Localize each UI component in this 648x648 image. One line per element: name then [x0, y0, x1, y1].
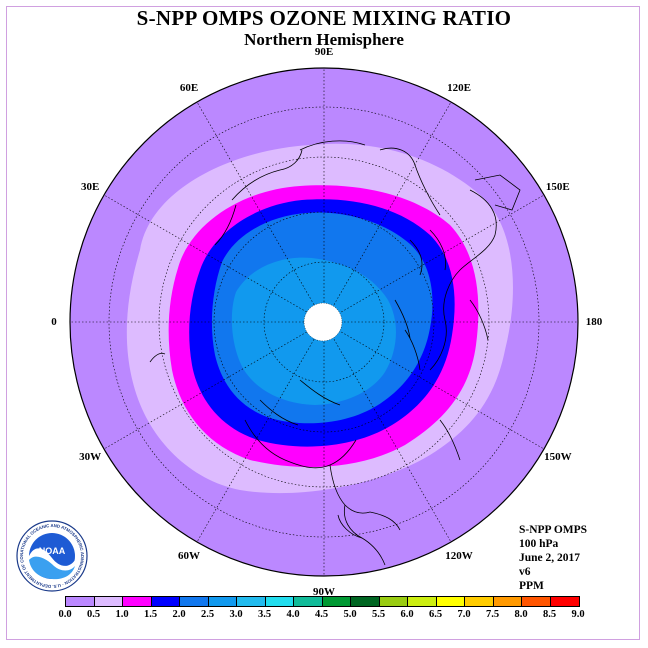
colorbar-tick-label: 8.0: [514, 609, 528, 620]
colorbar-cell: [66, 597, 95, 606]
figure-frame: [6, 6, 640, 640]
colorbar-tick-label: 6.5: [428, 609, 443, 620]
meridian-line: [103, 194, 307, 313]
coastlines: [149, 140, 521, 566]
longitude-label: 150E: [545, 181, 570, 193]
map-info: S-NPP OMPS 100 hPa June 2, 2017 v6 PPM: [519, 523, 587, 593]
colorbar-cell: [94, 597, 123, 606]
info-level: 100 hPa: [519, 538, 559, 550]
colorbar-cell: [265, 597, 294, 606]
longitude-label: 180: [585, 316, 603, 328]
longitude-label: 0: [51, 316, 57, 328]
colorbar-cell: [208, 597, 237, 606]
colorbar-tick-label: 9.0: [571, 609, 585, 620]
info-version: v6: [519, 566, 531, 578]
colorbar-cell: [294, 597, 323, 606]
longitude-label: 150W: [544, 451, 572, 463]
colorbar-tick-label: 2.0: [172, 609, 186, 620]
colorbar-tick-label: 8.5: [542, 609, 557, 620]
info-instrument: S-NPP OMPS: [519, 524, 588, 536]
longitude-label: 90W: [313, 586, 335, 598]
latitude-circle: [213, 211, 435, 433]
colorbar-cell: [322, 597, 351, 606]
logo-text: NOAA: [39, 546, 66, 556]
colorbar-tick-label: 6.0: [400, 609, 414, 620]
colorbar-tick-label: 4.5: [314, 609, 329, 620]
map-subtitle: Northern Hemisphere: [244, 30, 404, 49]
info-units: PPM: [519, 580, 544, 592]
pole-no-data: [303, 302, 343, 342]
meridian-line: [103, 331, 307, 450]
longitude-label: 60W: [178, 549, 200, 562]
colorbar-tick-label: 2.5: [200, 609, 215, 620]
colorbar-tick-label: 3.0: [229, 609, 243, 620]
colorbar-tick-label: 3.5: [257, 609, 272, 620]
colorbar: [65, 596, 580, 607]
longitude-label: 120E: [447, 82, 471, 95]
colorbar-cell: [123, 597, 152, 606]
info-date: June 2, 2017: [519, 552, 581, 564]
meridian-line: [196, 101, 315, 305]
colorbar-cell: [550, 597, 579, 606]
colorbar-cell: [493, 597, 522, 606]
colorbar-cell: [465, 597, 494, 606]
colorbar-cell: [351, 597, 380, 606]
colorbar-tick-label: 0.0: [58, 609, 72, 620]
meridian-line: [341, 331, 545, 450]
longitude-label: 90E: [314, 46, 334, 58]
colorbar-tick-label: 5.5: [371, 609, 386, 620]
colorbar-cell: [180, 597, 209, 606]
latitude-circle: [158, 156, 490, 488]
colorbar-cell: [151, 597, 180, 606]
meridian-line: [333, 101, 452, 305]
colorbar-ticks: 0.0 0.5 1.0 1.5 2.0 2.5 3.0 3.5 4.0 4.5 5.0 5.5 6.0 6…: [58, 609, 584, 623]
latitude-circle: [263, 261, 385, 383]
colorbar-cell: [237, 597, 266, 606]
colorbar-tick-label: 7.5: [485, 609, 500, 620]
colorbar-cell: [436, 597, 465, 606]
globe-outline: [69, 67, 579, 577]
colorbar-cell: [408, 597, 437, 606]
latitude-circle: [108, 106, 540, 538]
meridian-line: [196, 339, 315, 543]
colorbar-tick-label: 1.0: [115, 609, 129, 620]
colorbar-cell: [522, 597, 551, 606]
colorbar-cell: [379, 597, 408, 606]
meridian-line: [333, 339, 452, 543]
colorbar-tick-label: 7.0: [457, 609, 471, 620]
meridian-line: [341, 194, 545, 313]
longitude-label: 60E: [179, 82, 199, 95]
longitude-label: 30E: [81, 181, 100, 193]
colorbar-tick-label: 1.5: [143, 609, 158, 620]
colorbar-tick-label: 0.5: [86, 609, 101, 620]
map-field: [70, 68, 578, 576]
colorbar-tick-label: 5.0: [343, 609, 357, 620]
noaa-logo-icon: NATIONAL OCEANIC AND ATMOSPHERIC ADMINIS…: [16, 520, 88, 592]
graticule: [70, 68, 578, 576]
longitude-label: 120W: [445, 549, 473, 562]
colorbar-tick-label: 4.0: [286, 609, 300, 620]
longitude-label: 30W: [79, 451, 102, 463]
map-title: S-NPP OMPS OZONE MIXING RATIO: [136, 6, 512, 30]
